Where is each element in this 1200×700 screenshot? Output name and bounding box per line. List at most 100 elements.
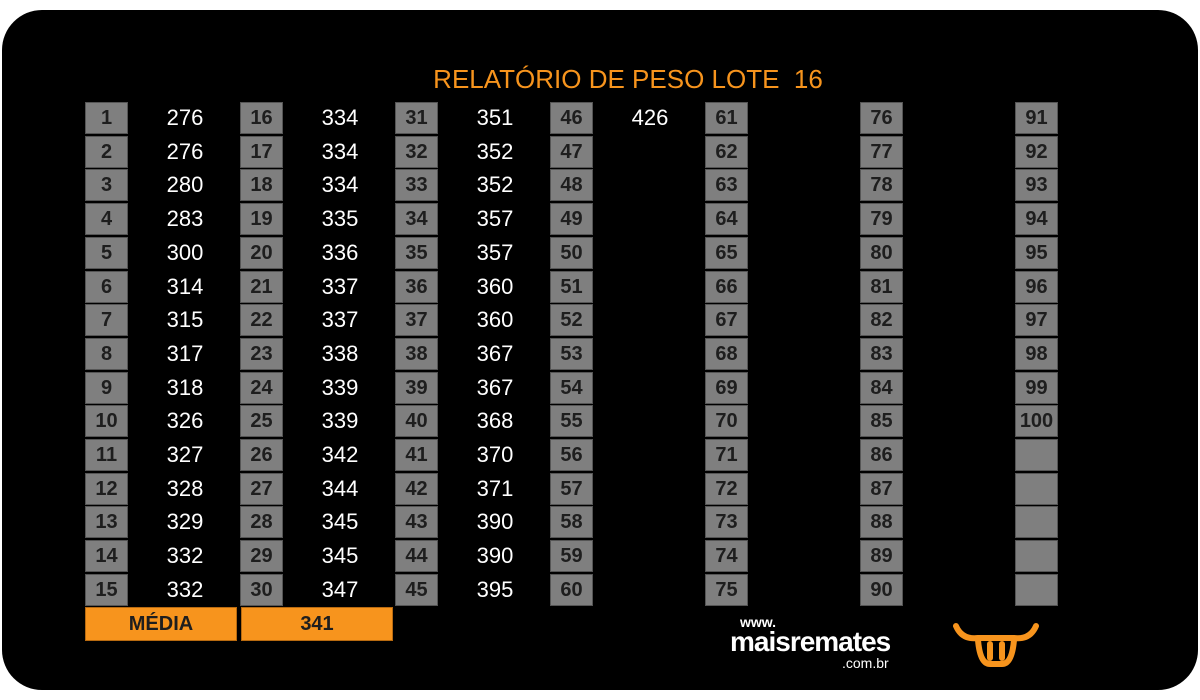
animal-number: 27 [240, 472, 283, 505]
animal-weight: 315 [166, 307, 204, 333]
animal-weight: 352 [476, 138, 514, 164]
empty-cell [1015, 506, 1058, 539]
animal-number: 63 [705, 169, 748, 202]
animal-number: 75 [705, 573, 748, 606]
average-label: MÉDIA [85, 607, 237, 641]
animal-number: 29 [240, 540, 283, 573]
animal-number: 61 [705, 102, 748, 134]
animal-number: 24 [240, 371, 283, 404]
animal-number: 64 [705, 203, 748, 236]
animal-number: 32 [395, 135, 438, 168]
animal-number: 88 [860, 506, 903, 539]
animal-number: 68 [705, 337, 748, 370]
animal-weight: 395 [476, 576, 514, 602]
animal-weight: 317 [166, 340, 204, 366]
animal-number: 98 [1015, 337, 1058, 370]
animal-weight: 335 [321, 206, 359, 232]
animal-number: 93 [1015, 169, 1058, 202]
animal-number: 31 [395, 102, 438, 134]
animal-number: 79 [860, 203, 903, 236]
animal-weight: 339 [321, 374, 359, 400]
animal-number: 14 [85, 540, 128, 573]
animal-number: 34 [395, 203, 438, 236]
animal-number: 28 [240, 506, 283, 539]
animal-number: 83 [860, 337, 903, 370]
animal-number: 52 [550, 304, 593, 337]
animal-number: 96 [1015, 270, 1058, 303]
animal-number: 46 [550, 102, 593, 134]
animal-weight: 328 [166, 475, 204, 501]
animal-weight: 371 [476, 475, 514, 501]
animal-number: 66 [705, 270, 748, 303]
animal-number: 97 [1015, 304, 1058, 337]
animal-weight: 334 [321, 138, 359, 164]
animal-number: 87 [860, 472, 903, 505]
animal-number: 43 [395, 506, 438, 539]
animal-number: 36 [395, 270, 438, 303]
animal-number: 95 [1015, 236, 1058, 269]
animal-weight: 326 [166, 408, 204, 434]
animal-number: 33 [395, 169, 438, 202]
animal-weight: 360 [476, 273, 514, 299]
animal-number: 15 [85, 573, 128, 606]
animal-weight: 390 [476, 543, 514, 569]
animal-number: 20 [240, 236, 283, 269]
animal-number: 53 [550, 337, 593, 370]
animal-weight: 342 [321, 442, 359, 467]
animal-weight: 334 [321, 105, 359, 130]
animal-number: 12 [85, 472, 128, 505]
animal-number: 40 [395, 405, 438, 438]
animal-number: 86 [860, 439, 903, 471]
animal-weight: 327 [166, 442, 204, 467]
animal-number: 2 [85, 135, 128, 168]
animal-weight: 336 [321, 239, 359, 265]
empty-cell [1015, 472, 1058, 505]
animal-number: 51 [550, 270, 593, 303]
animal-number: 26 [240, 439, 283, 471]
animal-number: 70 [705, 405, 748, 438]
animal-number: 85 [860, 405, 903, 438]
animal-weight: 300 [166, 239, 204, 265]
animal-number: 91 [1015, 102, 1058, 134]
animal-weight: 339 [321, 408, 359, 434]
report-panel [2, 10, 1198, 690]
animal-number: 1 [85, 102, 128, 134]
animal-weight: 368 [476, 408, 514, 434]
animal-number: 9 [85, 371, 128, 404]
bull-icon [953, 623, 1039, 667]
animal-number: 23 [240, 337, 283, 370]
animal-number: 67 [705, 304, 748, 337]
animal-number: 100 [1015, 405, 1058, 438]
animal-weight: 332 [166, 576, 204, 602]
animal-number: 41 [395, 439, 438, 471]
animal-number: 25 [240, 405, 283, 438]
animal-number: 39 [395, 371, 438, 404]
animal-number: 92 [1015, 135, 1058, 168]
animal-number: 84 [860, 371, 903, 404]
animal-number: 42 [395, 472, 438, 505]
animal-number: 56 [550, 439, 593, 471]
animal-number: 80 [860, 236, 903, 269]
animal-weight: 357 [476, 239, 514, 265]
empty-cell [1015, 573, 1058, 606]
animal-number: 62 [705, 135, 748, 168]
animal-number: 73 [705, 506, 748, 539]
animal-weight: 344 [321, 475, 359, 501]
animal-weight: 334 [321, 172, 359, 198]
animal-number: 57 [550, 472, 593, 505]
animal-number: 37 [395, 304, 438, 337]
animal-weight: 276 [166, 105, 204, 130]
animal-number: 11 [85, 439, 128, 471]
animal-weight: 280 [166, 172, 204, 198]
animal-number: 21 [240, 270, 283, 303]
empty-cell [1015, 439, 1058, 471]
animal-weight: 426 [631, 105, 669, 130]
animal-number: 69 [705, 371, 748, 404]
animal-number: 72 [705, 472, 748, 505]
animal-weight: 351 [476, 105, 514, 130]
animal-number: 90 [860, 573, 903, 606]
animal-number: 89 [860, 540, 903, 573]
animal-number: 22 [240, 304, 283, 337]
animal-number: 7 [85, 304, 128, 337]
